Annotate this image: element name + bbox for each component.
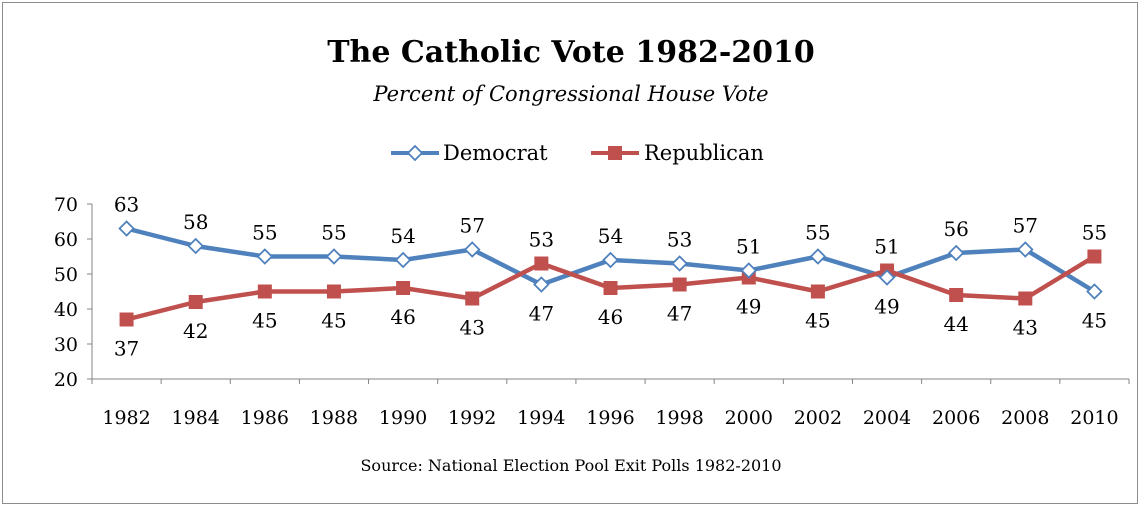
- data-label-democrat: 55: [252, 221, 277, 245]
- x-tick-label: 1982: [102, 407, 150, 429]
- data-label-republican: 47: [667, 302, 692, 326]
- x-tick-label: 2004: [863, 407, 911, 429]
- x-tick-label: 1992: [448, 407, 496, 429]
- x-tick-label: 1996: [586, 407, 634, 429]
- data-label-republican: 43: [460, 316, 485, 340]
- line-chart: The Catholic Vote 1982-2010 Percent of C…: [54, 35, 1130, 475]
- x-tick-label: 2002: [794, 407, 842, 429]
- marker-democrat: [463, 241, 481, 258]
- data-label-democrat: 56: [943, 217, 968, 241]
- x-tick-label: 2008: [1001, 407, 1049, 429]
- axes: 20 30 40 50 60 70 1982 1984 1986 1988 1990 1992 1994…: [54, 194, 1130, 429]
- y-tick-label: 40: [54, 299, 78, 321]
- marker-democrat: [878, 269, 896, 286]
- source-note: Source: National Election Pool Exit Poll…: [360, 456, 781, 475]
- data-label-republican: 42: [183, 319, 208, 343]
- marker-democrat: [325, 248, 343, 265]
- x-tick-label: 2000: [725, 407, 773, 429]
- data-labels: 63 37 58 42 55 45 55 45 54 46 57 43 53 47 54 46 53 47 51 49…: [114, 193, 1107, 361]
- data-label-democrat: 55: [805, 221, 830, 245]
- data-label-republican: 45: [321, 309, 346, 333]
- legend-democrat-marker: [406, 144, 424, 162]
- marker-democrat: [1086, 283, 1103, 300]
- data-label-democrat: 47: [529, 302, 554, 326]
- marker-republican: [810, 284, 825, 299]
- marker-democrat: [740, 262, 758, 279]
- y-tick-label: 50: [54, 264, 78, 286]
- marker-democrat: [394, 251, 412, 269]
- data-label-republican: 51: [874, 235, 899, 259]
- marker-republican: [119, 312, 134, 327]
- y-tick-label: 30: [54, 334, 78, 356]
- marker-republican: [396, 281, 411, 295]
- data-label-democrat: 57: [460, 214, 485, 238]
- data-label-democrat: 53: [667, 228, 692, 252]
- data-label-democrat: 54: [390, 224, 415, 248]
- data-label-democrat: 45: [1082, 309, 1107, 333]
- data-label-republican: 46: [598, 305, 623, 329]
- marker-democrat: [809, 248, 827, 265]
- data-label-democrat: 49: [874, 295, 899, 319]
- x-tick-label: 2010: [1070, 407, 1118, 429]
- x-tick-label: 1990: [379, 407, 427, 429]
- chart-title: The Catholic Vote 1982-2010: [327, 35, 815, 70]
- chart-subtitle: Percent of Congressional House Vote: [372, 82, 768, 106]
- x-tick-label: 1986: [241, 407, 289, 429]
- data-label-democrat: 57: [1013, 214, 1038, 238]
- marker-republican: [465, 291, 480, 306]
- marker-republican: [1087, 249, 1102, 264]
- data-label-democrat: 51: [736, 235, 761, 259]
- marker-democrat: [187, 237, 204, 255]
- series-layer: [118, 220, 1103, 327]
- data-label-republican: 45: [252, 309, 277, 333]
- legend-republican-marker: [608, 146, 622, 160]
- marker-republican: [188, 295, 203, 309]
- marker-democrat: [256, 248, 274, 265]
- marker-democrat: [1017, 241, 1034, 258]
- marker-republican: [257, 284, 272, 299]
- data-label-republican: 44: [943, 312, 968, 336]
- marker-republican: [326, 284, 341, 299]
- data-label-republican: 49: [736, 295, 761, 319]
- marker-republican: [1018, 291, 1033, 306]
- data-label-democrat: 54: [598, 224, 623, 248]
- data-label-republican: 45: [805, 309, 830, 333]
- marker-republican: [534, 256, 549, 271]
- marker-republican: [949, 288, 964, 302]
- legend-republican-label: Republican: [644, 141, 764, 165]
- data-label-democrat: 63: [114, 193, 139, 217]
- data-label-democrat: 55: [321, 221, 346, 245]
- marker-democrat: [671, 255, 688, 272]
- data-label-democrat: 58: [183, 210, 208, 234]
- marker-republican: [603, 281, 618, 295]
- marker-democrat: [118, 220, 135, 237]
- marker-republican: [672, 277, 687, 292]
- data-label-republican: 53: [529, 228, 554, 252]
- x-tick-label: 2006: [932, 407, 980, 429]
- marker-democrat: [533, 276, 550, 293]
- x-tick-label: 1988: [310, 407, 358, 429]
- y-tick-label: 70: [54, 194, 78, 216]
- data-label-republican: 55: [1082, 221, 1107, 245]
- legend: Democrat Republican: [391, 141, 764, 165]
- data-label-republican: 46: [390, 305, 415, 329]
- data-label-republican: 43: [1013, 316, 1038, 340]
- y-tick-label: 20: [54, 369, 78, 391]
- x-tick-label: 1998: [655, 407, 703, 429]
- x-tick-label: 1994: [517, 407, 565, 429]
- marker-democrat: [602, 251, 619, 269]
- legend-democrat-label: Democrat: [443, 141, 548, 165]
- y-tick-label: 60: [54, 229, 78, 251]
- x-tick-label: 1984: [172, 407, 220, 429]
- data-label-republican: 37: [114, 337, 139, 361]
- marker-democrat: [947, 244, 965, 262]
